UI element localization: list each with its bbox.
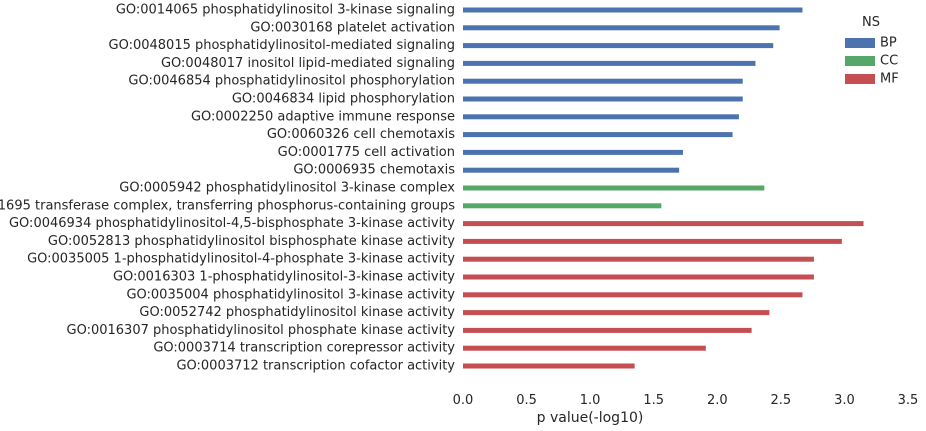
x-tick-label: 3.0 (834, 393, 855, 408)
bar-mf (463, 327, 752, 333)
bar-mf (463, 256, 814, 262)
x-axis-title: p value(-log10) (537, 410, 644, 426)
category-label: GO:0014065 phosphatidylinositol 3-kinase… (116, 3, 455, 18)
bar-bp (463, 114, 739, 120)
category-label: GO:0052742 phosphatidylinositol kinase a… (139, 305, 455, 320)
bar-mf (463, 345, 706, 351)
bar-mf (463, 363, 635, 369)
legend-swatch-mf (845, 74, 875, 84)
bar-cc (463, 185, 765, 191)
category-label: GO:0046934 phosphatidylinositol-4,5-bisp… (9, 216, 455, 231)
category-label: GO:0060326 cell chemotaxis (267, 127, 455, 142)
bar-mf (463, 292, 803, 298)
category-label: GO:0002250 adaptive immune response (191, 109, 455, 124)
category-label: GO:0016307 phosphatidylinositol phosphat… (67, 323, 456, 338)
category-label: GO:0048017 inositol lipid-mediated signa… (161, 56, 455, 71)
bar-mf (463, 274, 814, 280)
category-label: GO:0035005 1-phosphatidylinositol-4-phos… (27, 252, 455, 267)
category-label: GO:0016303 1-phosphatidylinositol-3-kina… (113, 270, 455, 285)
bar-bp (463, 149, 683, 155)
category-label: GO:0035004 phosphatidylinositol 3-kinase… (126, 287, 455, 302)
x-tick-label: 1.5 (643, 393, 664, 408)
x-tick-label: 3.5 (898, 393, 919, 408)
bar-bp (463, 167, 680, 173)
bar-bp (463, 60, 756, 66)
bar-cc (463, 203, 662, 209)
category-label: GO:0046854 phosphatidylinositol phosphor… (128, 74, 455, 89)
category-label: GO:0052813 phosphatidylinositol bisphosp… (48, 234, 455, 249)
category-label: GO:0005942 phosphatidylinositol 3-kinase… (119, 181, 455, 196)
bar-bp (463, 132, 733, 138)
category-label: GO:0046834 lipid phosphorylation (232, 92, 455, 107)
legend: NS BP CC MF (845, 15, 899, 87)
bar-bp (463, 43, 774, 49)
legend-items: BP CC MF (845, 36, 899, 87)
category-label: GO:0048015 phosphatidylinositol-mediated… (109, 38, 456, 53)
bar-mf (463, 310, 770, 316)
x-tick-labels: 0.0 0.5 1.0 1.5 2.0 2.5 3.0 3.5 (453, 393, 919, 408)
x-tick-label: 2.0 (707, 393, 728, 408)
bar-bp (463, 96, 743, 102)
category-label: GO:0001775 cell activation (278, 145, 455, 160)
bar-bp (463, 7, 803, 13)
category-label: GO:0006935 chemotaxis (293, 163, 455, 178)
legend-label-cc: CC (880, 54, 898, 69)
x-tick-label: 1.0 (580, 393, 601, 408)
legend-swatch-cc (845, 56, 875, 66)
legend-label-bp: BP (880, 36, 897, 51)
category-label: GO:0003712 transcription cofactor activi… (176, 359, 455, 374)
legend-title: NS (862, 15, 880, 30)
bars-layer (463, 7, 864, 369)
category-label: GO:0003714 transcription corepressor act… (153, 341, 455, 356)
bar-bp (463, 25, 780, 31)
x-tick-label: 0.5 (516, 393, 537, 408)
legend-label-mf: MF (880, 72, 899, 87)
x-tick-label: 2.5 (771, 393, 792, 408)
bar-mf (463, 221, 864, 227)
legend-swatch-bp (845, 38, 875, 48)
category-label: GO:0030168 platelet activation (250, 20, 455, 35)
x-tick-label: 0.0 (453, 393, 474, 408)
bar-mf (463, 238, 842, 244)
bar-bp (463, 78, 743, 84)
category-label: GO:0061695 transferase complex, transfer… (0, 198, 455, 213)
category-labels: GO:0014065 phosphatidylinositol 3-kinase… (0, 3, 455, 374)
